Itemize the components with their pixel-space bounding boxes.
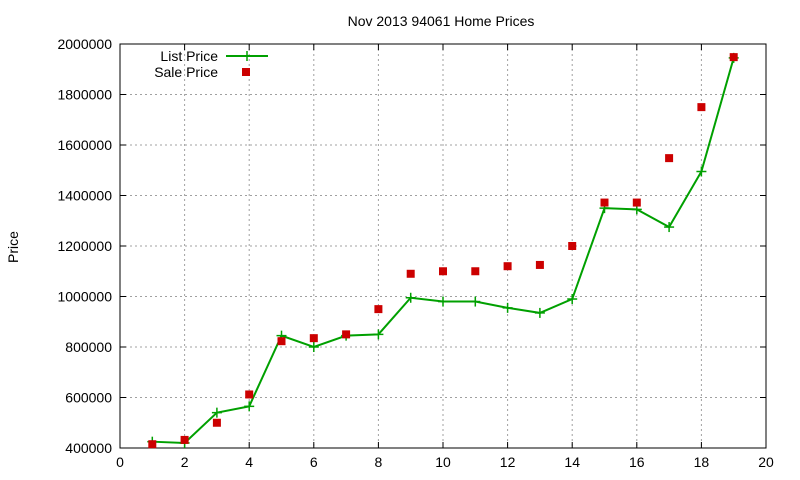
sale-price-point xyxy=(212,418,221,427)
list-price-point xyxy=(502,302,513,313)
legend-label: List Price xyxy=(160,48,218,64)
list-price-point xyxy=(211,407,222,418)
y-tick-label: 1200000 xyxy=(57,238,112,254)
sale-price-point xyxy=(148,440,157,449)
x-tick-label: 16 xyxy=(629,454,645,470)
legend-label: Sale Price xyxy=(154,64,218,80)
x-tick-label: 20 xyxy=(758,454,774,470)
x-tick-label: 6 xyxy=(310,454,318,470)
list-price-point xyxy=(470,296,481,307)
sale-price-point xyxy=(471,267,480,276)
list-price-point xyxy=(308,342,319,352)
x-tick-label: 4 xyxy=(245,454,253,470)
sale-price-point xyxy=(697,103,706,112)
sale-price-point xyxy=(439,267,447,276)
sale-price-point xyxy=(535,260,544,269)
sale-price-point xyxy=(180,435,189,444)
y-tick-label: 2000000 xyxy=(57,36,112,52)
sale-price-point xyxy=(406,269,415,278)
sale-price-point xyxy=(374,305,383,314)
list-price-point xyxy=(534,307,545,318)
sale-price-point xyxy=(503,262,512,271)
legend-plus-marker xyxy=(242,51,252,61)
sale-price-point xyxy=(568,242,577,250)
chart-title: Nov 2013 94061 Home Prices xyxy=(348,13,535,29)
sale-price-point xyxy=(729,53,738,62)
y-tick-label: 1800000 xyxy=(57,87,112,103)
series-sale-price xyxy=(148,53,738,449)
axis-ticks: 0 2 4 6 8 10 12 14 16 18 20 400000 600000 800000 10000… xyxy=(57,36,774,470)
sale-price-point xyxy=(632,198,641,207)
y-tick-label: 800000 xyxy=(65,339,112,355)
x-tick-label: 12 xyxy=(500,454,516,470)
x-tick-label: 8 xyxy=(375,454,383,470)
list-price-point xyxy=(438,296,448,307)
y-axis-label: Price xyxy=(5,231,21,263)
y-tick-label: 1400000 xyxy=(57,188,112,204)
y-tick-label: 1000000 xyxy=(57,289,112,305)
x-tick-label: 2 xyxy=(181,454,189,470)
y-tick-label: 400000 xyxy=(65,440,112,456)
legend-square-marker xyxy=(242,68,250,76)
list-price-point xyxy=(405,292,416,303)
y-tick-label: 1600000 xyxy=(57,137,112,153)
sale-price-point xyxy=(277,337,286,346)
data-series xyxy=(147,52,739,449)
list-price-point xyxy=(373,329,384,340)
x-tick-label: 14 xyxy=(564,454,580,470)
sale-price-point xyxy=(600,198,609,207)
list-price-point xyxy=(567,294,578,305)
x-tick-label: 18 xyxy=(694,454,710,470)
grid-lines xyxy=(120,44,766,448)
sale-price-point xyxy=(245,390,254,399)
x-tick-label: 0 xyxy=(116,454,124,470)
list-price-point xyxy=(244,401,255,412)
sale-price-point xyxy=(309,334,318,343)
y-tick-label: 600000 xyxy=(65,390,112,406)
sale-price-point xyxy=(342,330,351,339)
list-price-point xyxy=(664,222,675,233)
x-tick-label: 10 xyxy=(435,454,451,470)
list-price-point xyxy=(696,166,707,177)
sale-price-point xyxy=(665,154,674,163)
